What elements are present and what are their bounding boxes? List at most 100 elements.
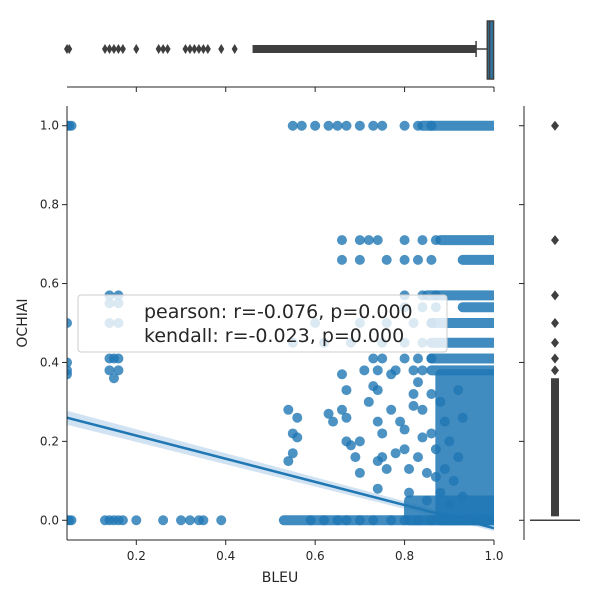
x-axis-ticks: 0.2 0.4 0.6 0.8 1.0 (127, 540, 504, 563)
scatter-point (350, 452, 361, 463)
scatter-point (430, 471, 441, 482)
scatter-point (412, 377, 423, 388)
scatter-point (421, 495, 432, 506)
scatter-point (319, 515, 330, 526)
scatter-point (372, 416, 383, 427)
scatter-point (341, 385, 352, 396)
scatter-point (368, 515, 379, 526)
y-tick-label: 0.4 (40, 355, 59, 369)
dense-band (457, 254, 494, 265)
scatter-point (426, 120, 437, 131)
scatter-point (345, 440, 356, 451)
x-tick-label: 0.4 (216, 549, 235, 563)
x-tick-label: 0.8 (395, 549, 414, 563)
scatter-point (354, 467, 365, 478)
scatter-point (408, 365, 419, 376)
scatter-point (341, 120, 352, 131)
y-outlier-marker (551, 353, 559, 364)
scatter-point (430, 235, 441, 246)
scatter-point (292, 432, 303, 443)
scatter-point (453, 452, 464, 463)
x-outlier-marker (160, 44, 167, 54)
regression-line-path (67, 416, 494, 530)
scatter-point (108, 373, 119, 384)
scatter-point (457, 412, 468, 423)
scatter-point (305, 515, 316, 526)
scatter-point (417, 404, 428, 415)
scatter-point (363, 396, 374, 407)
scatter-point (296, 120, 307, 131)
dense-band (435, 235, 494, 246)
scatter-point (435, 515, 446, 526)
scatter-point (113, 365, 124, 376)
scatter-point (426, 254, 437, 265)
scatter-point (453, 385, 464, 396)
scatter-point (292, 412, 303, 423)
scatter-point (412, 452, 423, 463)
scatter-point (372, 385, 383, 396)
scatter-point (412, 254, 423, 265)
scatter-point (336, 254, 347, 265)
scatter-point (368, 120, 379, 131)
scatter-point (399, 424, 410, 435)
stats-kendall: kendall: r=-0.023, p=0.000 (144, 325, 404, 347)
dense-band (457, 302, 494, 313)
scatter-point (381, 254, 392, 265)
regression-line (67, 416, 494, 530)
scatter-point (328, 416, 339, 427)
scatter-point (372, 365, 383, 376)
scatter-point (67, 120, 77, 131)
scatter-point (399, 515, 410, 526)
x-outlier-marker (133, 44, 140, 54)
scatter-point (336, 404, 347, 415)
scatter-point (404, 463, 415, 474)
scatter-point (417, 365, 428, 376)
scatter-point (310, 120, 321, 131)
x-outlier-marker (115, 44, 122, 54)
scatter-point (457, 491, 468, 502)
dense-band (426, 353, 494, 364)
scatter-point (131, 515, 142, 526)
scatter-point (399, 120, 410, 131)
x-outlier-marker (218, 44, 225, 54)
scatter-point (354, 254, 365, 265)
dense-band (417, 120, 494, 131)
x-outlier-marker (106, 44, 113, 54)
marginal-x-ticks (135, 87, 495, 92)
scatter-point (372, 456, 383, 467)
scatter-point (323, 408, 334, 419)
dense-band (435, 369, 494, 526)
dense-band (426, 365, 494, 376)
scatter-point (435, 396, 446, 407)
scatter-point (417, 235, 428, 246)
scatter-point (426, 389, 437, 400)
scatter-point (426, 515, 437, 526)
y-tick-label: 0.2 (40, 434, 59, 448)
scatter-point (390, 448, 401, 459)
y-tick-label: 0.6 (40, 277, 59, 291)
scatter-point (336, 369, 347, 380)
scatter-point (386, 369, 397, 380)
scatter-point (354, 235, 365, 246)
scatter-point (158, 515, 169, 526)
dense-point-bands (278, 120, 494, 526)
scatter-point (67, 357, 72, 368)
scatter-point (408, 400, 419, 411)
scatter-point (283, 456, 294, 467)
y-outlier-marker (551, 120, 559, 131)
x-outlier-marker (102, 44, 109, 54)
x-outlier-marker (155, 44, 162, 54)
x-outlier-marker (182, 44, 189, 54)
scatter-point (354, 436, 365, 447)
stats-annotation-box (77, 294, 448, 353)
x-outlier-marker (191, 44, 198, 54)
scatter-point (489, 515, 494, 526)
scatter-point (448, 475, 459, 486)
scatter-point (368, 353, 379, 364)
scatter-point (399, 444, 410, 455)
y-axis-ticks: 0.0 0.2 0.4 0.6 0.8 1.0 (40, 119, 67, 527)
scatter-point (363, 235, 374, 246)
scatter-point (426, 353, 437, 364)
scatter-point (113, 353, 124, 364)
